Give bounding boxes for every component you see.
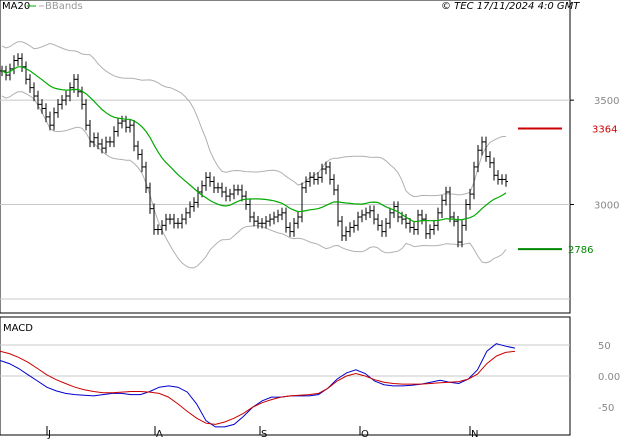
support-label: 2786 <box>568 245 593 256</box>
resistance-label: 3364 <box>592 125 617 136</box>
macd-lines <box>0 343 516 428</box>
macd-tick-label: -50 <box>598 403 614 414</box>
legend-bbands-label: BBands <box>45 1 83 12</box>
price-levels: 3364 2786 <box>518 125 617 256</box>
signal-line <box>0 350 516 425</box>
price-y-axis: 3500 3000 <box>570 96 619 211</box>
bband-upper <box>1 41 507 198</box>
copyright-text: © TEC 17/11/2024 4:0 GMT <box>441 1 580 12</box>
ma20-line <box>1 66 507 223</box>
legend-ma20-label: MA20 <box>2 1 30 12</box>
legend: MA20 BBands <box>2 1 83 12</box>
macd-tick-label: 0.00 <box>598 372 620 383</box>
x-tick-label: N <box>471 429 478 440</box>
y-tick-label: 3500 <box>594 96 619 107</box>
ma20 <box>1 66 507 223</box>
x-tick-label: J <box>47 429 51 440</box>
macd-title: MACD <box>3 323 33 334</box>
macd-line <box>0 343 516 428</box>
x-tick-label: S <box>261 429 267 440</box>
macd-tick-label: 50 <box>598 341 611 352</box>
price-panel <box>0 0 571 314</box>
x-tick-label: A <box>156 429 163 440</box>
macd-y-axis: 50 0.00 -50 <box>598 341 620 414</box>
x-tick-label: O <box>361 429 369 440</box>
y-tick-label: 3000 <box>594 200 619 211</box>
